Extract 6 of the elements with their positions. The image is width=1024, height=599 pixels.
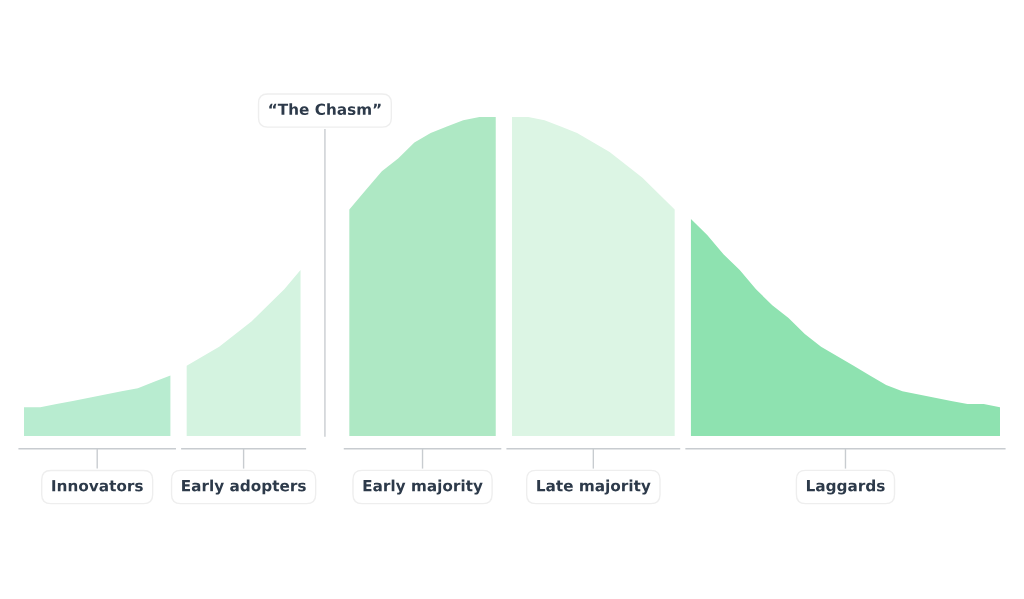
text: Early adopters: [182, 479, 306, 495]
text: “The Chasm”: [269, 103, 381, 116]
text: Late majority: [537, 479, 651, 495]
text: Early majority: [363, 479, 483, 495]
text: Innovators: [52, 480, 143, 492]
text: Laggards: [806, 479, 885, 495]
